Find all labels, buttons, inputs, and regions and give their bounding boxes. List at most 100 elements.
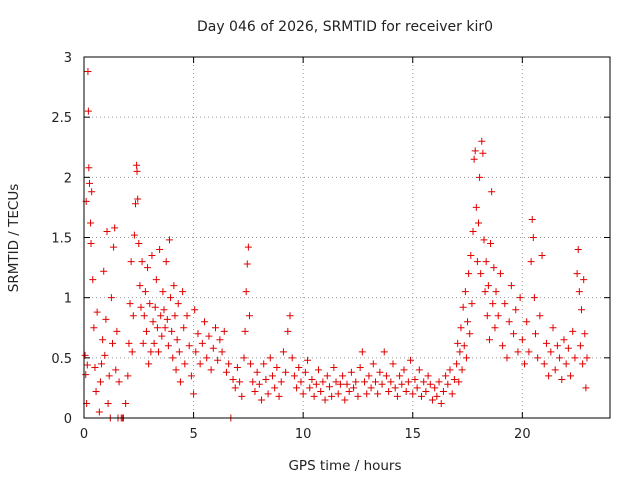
y-tick-label: 0.5 xyxy=(51,352,72,367)
data-point xyxy=(407,356,415,364)
data-point xyxy=(245,312,253,320)
data-point xyxy=(330,363,338,371)
data-point xyxy=(469,227,477,235)
data-point xyxy=(90,324,98,332)
data-point xyxy=(315,366,323,374)
data-point xyxy=(152,276,160,284)
data-point xyxy=(507,282,515,290)
x-tick-label: 0 xyxy=(80,427,88,442)
data-point xyxy=(126,300,134,308)
data-point xyxy=(491,324,499,332)
data-point xyxy=(558,375,566,383)
data-point xyxy=(247,360,255,368)
data-point xyxy=(446,366,454,374)
data-point xyxy=(133,167,141,175)
data-point xyxy=(92,388,100,396)
data-point xyxy=(112,366,120,374)
data-point xyxy=(238,392,246,400)
data-point xyxy=(155,348,163,356)
data-point xyxy=(151,303,159,311)
data-point xyxy=(127,258,135,266)
data-point xyxy=(160,306,168,314)
data-point xyxy=(205,332,213,340)
data-point xyxy=(579,360,587,368)
data-point xyxy=(448,390,456,398)
data-point xyxy=(225,360,233,368)
data-point xyxy=(181,360,189,368)
y-tick-label: 3 xyxy=(64,51,72,66)
data-point xyxy=(111,224,119,232)
data-point xyxy=(549,324,557,332)
data-point xyxy=(85,179,93,187)
data-point xyxy=(450,375,458,383)
data-point xyxy=(218,348,226,356)
data-point xyxy=(130,231,138,239)
data-point xyxy=(475,219,482,227)
data-point xyxy=(369,360,377,368)
data-point xyxy=(569,327,577,335)
data-point xyxy=(84,67,92,75)
y-tick-label: 0 xyxy=(64,412,72,427)
data-point xyxy=(141,288,149,296)
data-point xyxy=(203,354,211,362)
data-point xyxy=(282,368,290,376)
data-point xyxy=(378,380,386,388)
tick-labels: 0 5 10 15 20 0 0.5 1 1.5 2 2.5 3 xyxy=(51,51,530,442)
data-point xyxy=(422,388,430,396)
data-point xyxy=(426,380,434,388)
data-point xyxy=(137,303,145,311)
x-axis-title: GPS time / hours xyxy=(288,458,401,474)
data-point xyxy=(328,392,336,400)
data-point xyxy=(545,372,553,380)
data-point xyxy=(220,327,228,335)
data-point xyxy=(503,354,511,362)
data-point xyxy=(400,366,408,374)
data-point xyxy=(334,390,342,398)
data-point xyxy=(393,392,401,400)
data-point xyxy=(148,252,156,260)
data-point xyxy=(420,378,428,386)
data-point xyxy=(198,339,206,347)
data-point xyxy=(525,348,533,356)
data-point xyxy=(89,276,97,284)
data-point xyxy=(147,348,155,356)
data-point xyxy=(260,360,268,368)
data-point xyxy=(553,342,561,350)
data-point xyxy=(242,288,250,296)
data-point xyxy=(158,332,166,340)
data-point xyxy=(437,400,445,408)
data-point xyxy=(536,312,544,320)
data-point xyxy=(461,288,469,296)
data-point xyxy=(363,390,371,398)
data-point xyxy=(231,384,239,392)
data-point xyxy=(140,312,148,320)
data-point xyxy=(352,378,360,386)
data-point xyxy=(530,294,538,302)
data-point xyxy=(575,288,583,296)
data-point xyxy=(567,372,575,380)
data-point xyxy=(295,363,303,371)
data-point xyxy=(159,288,167,296)
data-point xyxy=(133,161,141,169)
data-point xyxy=(496,270,504,278)
data-point xyxy=(484,282,492,290)
data-point xyxy=(95,408,103,416)
data-point xyxy=(527,258,535,266)
data-point xyxy=(306,384,314,392)
data-point xyxy=(531,330,539,338)
data-point xyxy=(547,348,555,356)
data-point xyxy=(174,300,182,308)
data-point xyxy=(487,240,495,248)
data-point xyxy=(576,342,584,350)
data-point xyxy=(146,300,154,308)
data-point xyxy=(460,342,468,350)
data-point xyxy=(157,312,165,320)
data-point xyxy=(339,372,347,380)
data-point xyxy=(244,243,252,251)
data-point xyxy=(431,384,439,392)
data-point xyxy=(286,312,294,320)
data-point xyxy=(167,294,175,302)
data-point xyxy=(573,270,581,278)
plot-frame xyxy=(83,56,611,419)
data-point xyxy=(490,264,498,272)
